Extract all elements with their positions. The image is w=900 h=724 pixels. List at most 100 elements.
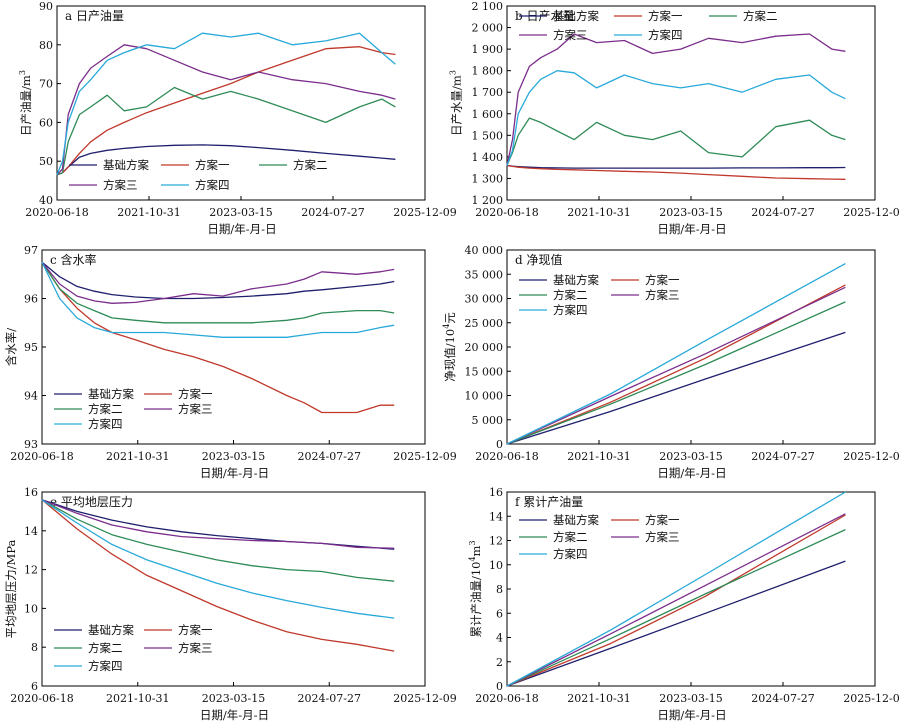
series-line-5	[506, 263, 846, 445]
series-line-1	[41, 261, 395, 300]
legend-label: 方案四	[553, 547, 588, 561]
series-line-2	[506, 514, 846, 687]
y-tick-label: 95	[24, 341, 38, 354]
legend-label: 方案二	[553, 530, 588, 544]
legend-label: 方案二	[88, 402, 123, 416]
y-tick-label: 40 000	[465, 244, 504, 257]
legend-label: 方案三	[645, 288, 680, 302]
legend-label: 方案四	[88, 417, 123, 431]
x-tick-label: 2025-12-09	[843, 692, 900, 705]
legend-label: 方案二	[743, 9, 778, 23]
x-tick-label: 2025-12-09	[393, 692, 456, 705]
y-tick-label: 0	[496, 680, 503, 693]
y-tick-label: 0	[496, 438, 503, 451]
y-tick-label: 8	[31, 641, 38, 654]
y-tick-label: 80	[39, 39, 53, 52]
y-tick-label: 10	[489, 559, 503, 572]
y-tick-label: 1 800	[472, 65, 504, 78]
y-axis-label: 日产水量/m3	[449, 70, 464, 136]
y-tick-label: 70	[39, 78, 53, 91]
legend-label: 方案三	[178, 402, 213, 416]
series-line-5	[41, 499, 395, 619]
y-tick-label: 2	[496, 656, 503, 669]
y-tick-label: 60	[39, 116, 53, 129]
series-line-1	[506, 331, 846, 445]
y-axis-label-sup: 4	[442, 324, 451, 329]
y-axis-label: 累计产油量/104m3	[468, 540, 483, 637]
y-tick-label: 16	[489, 486, 503, 499]
series-line-4	[56, 44, 396, 176]
x-tick-label: 2024-07-27	[301, 206, 364, 219]
series-line-4	[41, 261, 395, 304]
panel-b: 2020-06-18 2021-10-31 2023-03-15 2024-07-27…	[449, 0, 900, 236]
y-tick-label: 15 000	[465, 365, 504, 378]
y-tick-label: 35 000	[465, 268, 504, 281]
x-tick-label: 2021-10-31	[567, 450, 630, 463]
series-line-3	[56, 86, 396, 176]
panel-f: 2020-06-18 2021-10-31 2023-03-15 2024-07-27…	[468, 486, 900, 722]
panel-a: 2020-06-18 2021-10-31 2023-03-15 2024-07-27…	[18, 0, 457, 236]
series-line-2	[56, 46, 396, 176]
series-line-3	[41, 499, 395, 582]
y-tick-label: 25 000	[465, 317, 504, 330]
legend-label: 方案一	[645, 273, 680, 287]
x-tick-label: 2023-03-15	[659, 692, 722, 705]
panel-c: 2020-06-18 2021-10-31 2023-03-15 2024-07-27…	[4, 244, 457, 480]
y-tick-label: 30 000	[465, 293, 504, 306]
x-tick-label: 2024-07-27	[751, 692, 814, 705]
series-line-5	[41, 261, 395, 338]
y-tick-label: 93	[24, 438, 38, 451]
y-axis-label: 日产油量/m3	[18, 70, 33, 136]
series-line-4	[41, 499, 395, 549]
y-tick-label: 12	[24, 564, 38, 577]
series-line-2	[41, 261, 395, 414]
panel-e: 2020-06-18 2021-10-31 2023-03-15 2024-07-27…	[4, 486, 457, 722]
x-tick-label: 2020-06-18	[475, 450, 538, 463]
x-tick-label: 2023-03-15	[659, 206, 722, 219]
x-tick-label: 2021-10-31	[106, 450, 169, 463]
x-tick-label: 2023-03-15	[659, 450, 722, 463]
x-tick-label: 2023-03-15	[202, 692, 265, 705]
series-line-4	[506, 33, 846, 166]
y-tick-label: 6	[496, 607, 503, 620]
y-tick-label: 1 200	[472, 194, 504, 207]
legend-label: 方案四	[195, 178, 230, 192]
series-line-2	[506, 284, 846, 445]
legend-label: 方案一	[195, 158, 230, 172]
y-tick-label: 40	[39, 194, 53, 207]
y-tick-label: 10 000	[465, 390, 504, 403]
y-tick-label: 50	[39, 155, 53, 168]
y-tick-label: 90	[39, 0, 53, 13]
legend-label: 方案三	[553, 28, 588, 42]
series-line-2	[41, 499, 395, 652]
y-tick-label: 4	[496, 632, 503, 645]
x-tick-label: 2021-10-31	[567, 206, 630, 219]
y-tick-label: 5 000	[472, 414, 504, 427]
y-tick-label: 97	[24, 244, 38, 257]
legend-label: 方案三	[645, 530, 680, 544]
y-tick-label: 94	[24, 390, 38, 403]
series-line-3	[506, 301, 846, 445]
x-tick-label: 2020-06-18	[475, 692, 538, 705]
y-tick-label: 1 900	[472, 43, 504, 56]
y-axis-label-main: 日产油量/m	[19, 75, 33, 136]
y-tick-label: 14	[24, 525, 38, 538]
y-axis-label-sup: 3	[18, 70, 27, 75]
y-axis-label: 净现值/104元	[442, 312, 457, 382]
y-axis-label-main: 累计产油量/10	[469, 562, 483, 638]
y-axis-label-main: 含水率/	[4, 328, 18, 366]
series-line-4	[506, 513, 846, 687]
y-axis-label-sup: 4	[468, 556, 477, 561]
panel-title: e 平均地层压力	[50, 495, 133, 509]
y-axis-label-main: 平均地层压力/MPa	[4, 539, 18, 638]
x-tick-label: 2024-07-27	[298, 450, 361, 463]
y-tick-label: 6	[31, 680, 38, 693]
y-axis-label: 平均地层压力/MPa	[4, 539, 18, 638]
y-tick-label: 1 500	[472, 129, 504, 142]
y-tick-label: 8	[496, 583, 503, 596]
panel-title: a 日产油量	[65, 9, 124, 23]
legend-label: 方案四	[88, 659, 123, 673]
x-tick-label: 2021-10-31	[567, 692, 630, 705]
y-tick-label: 1 300	[472, 172, 504, 185]
